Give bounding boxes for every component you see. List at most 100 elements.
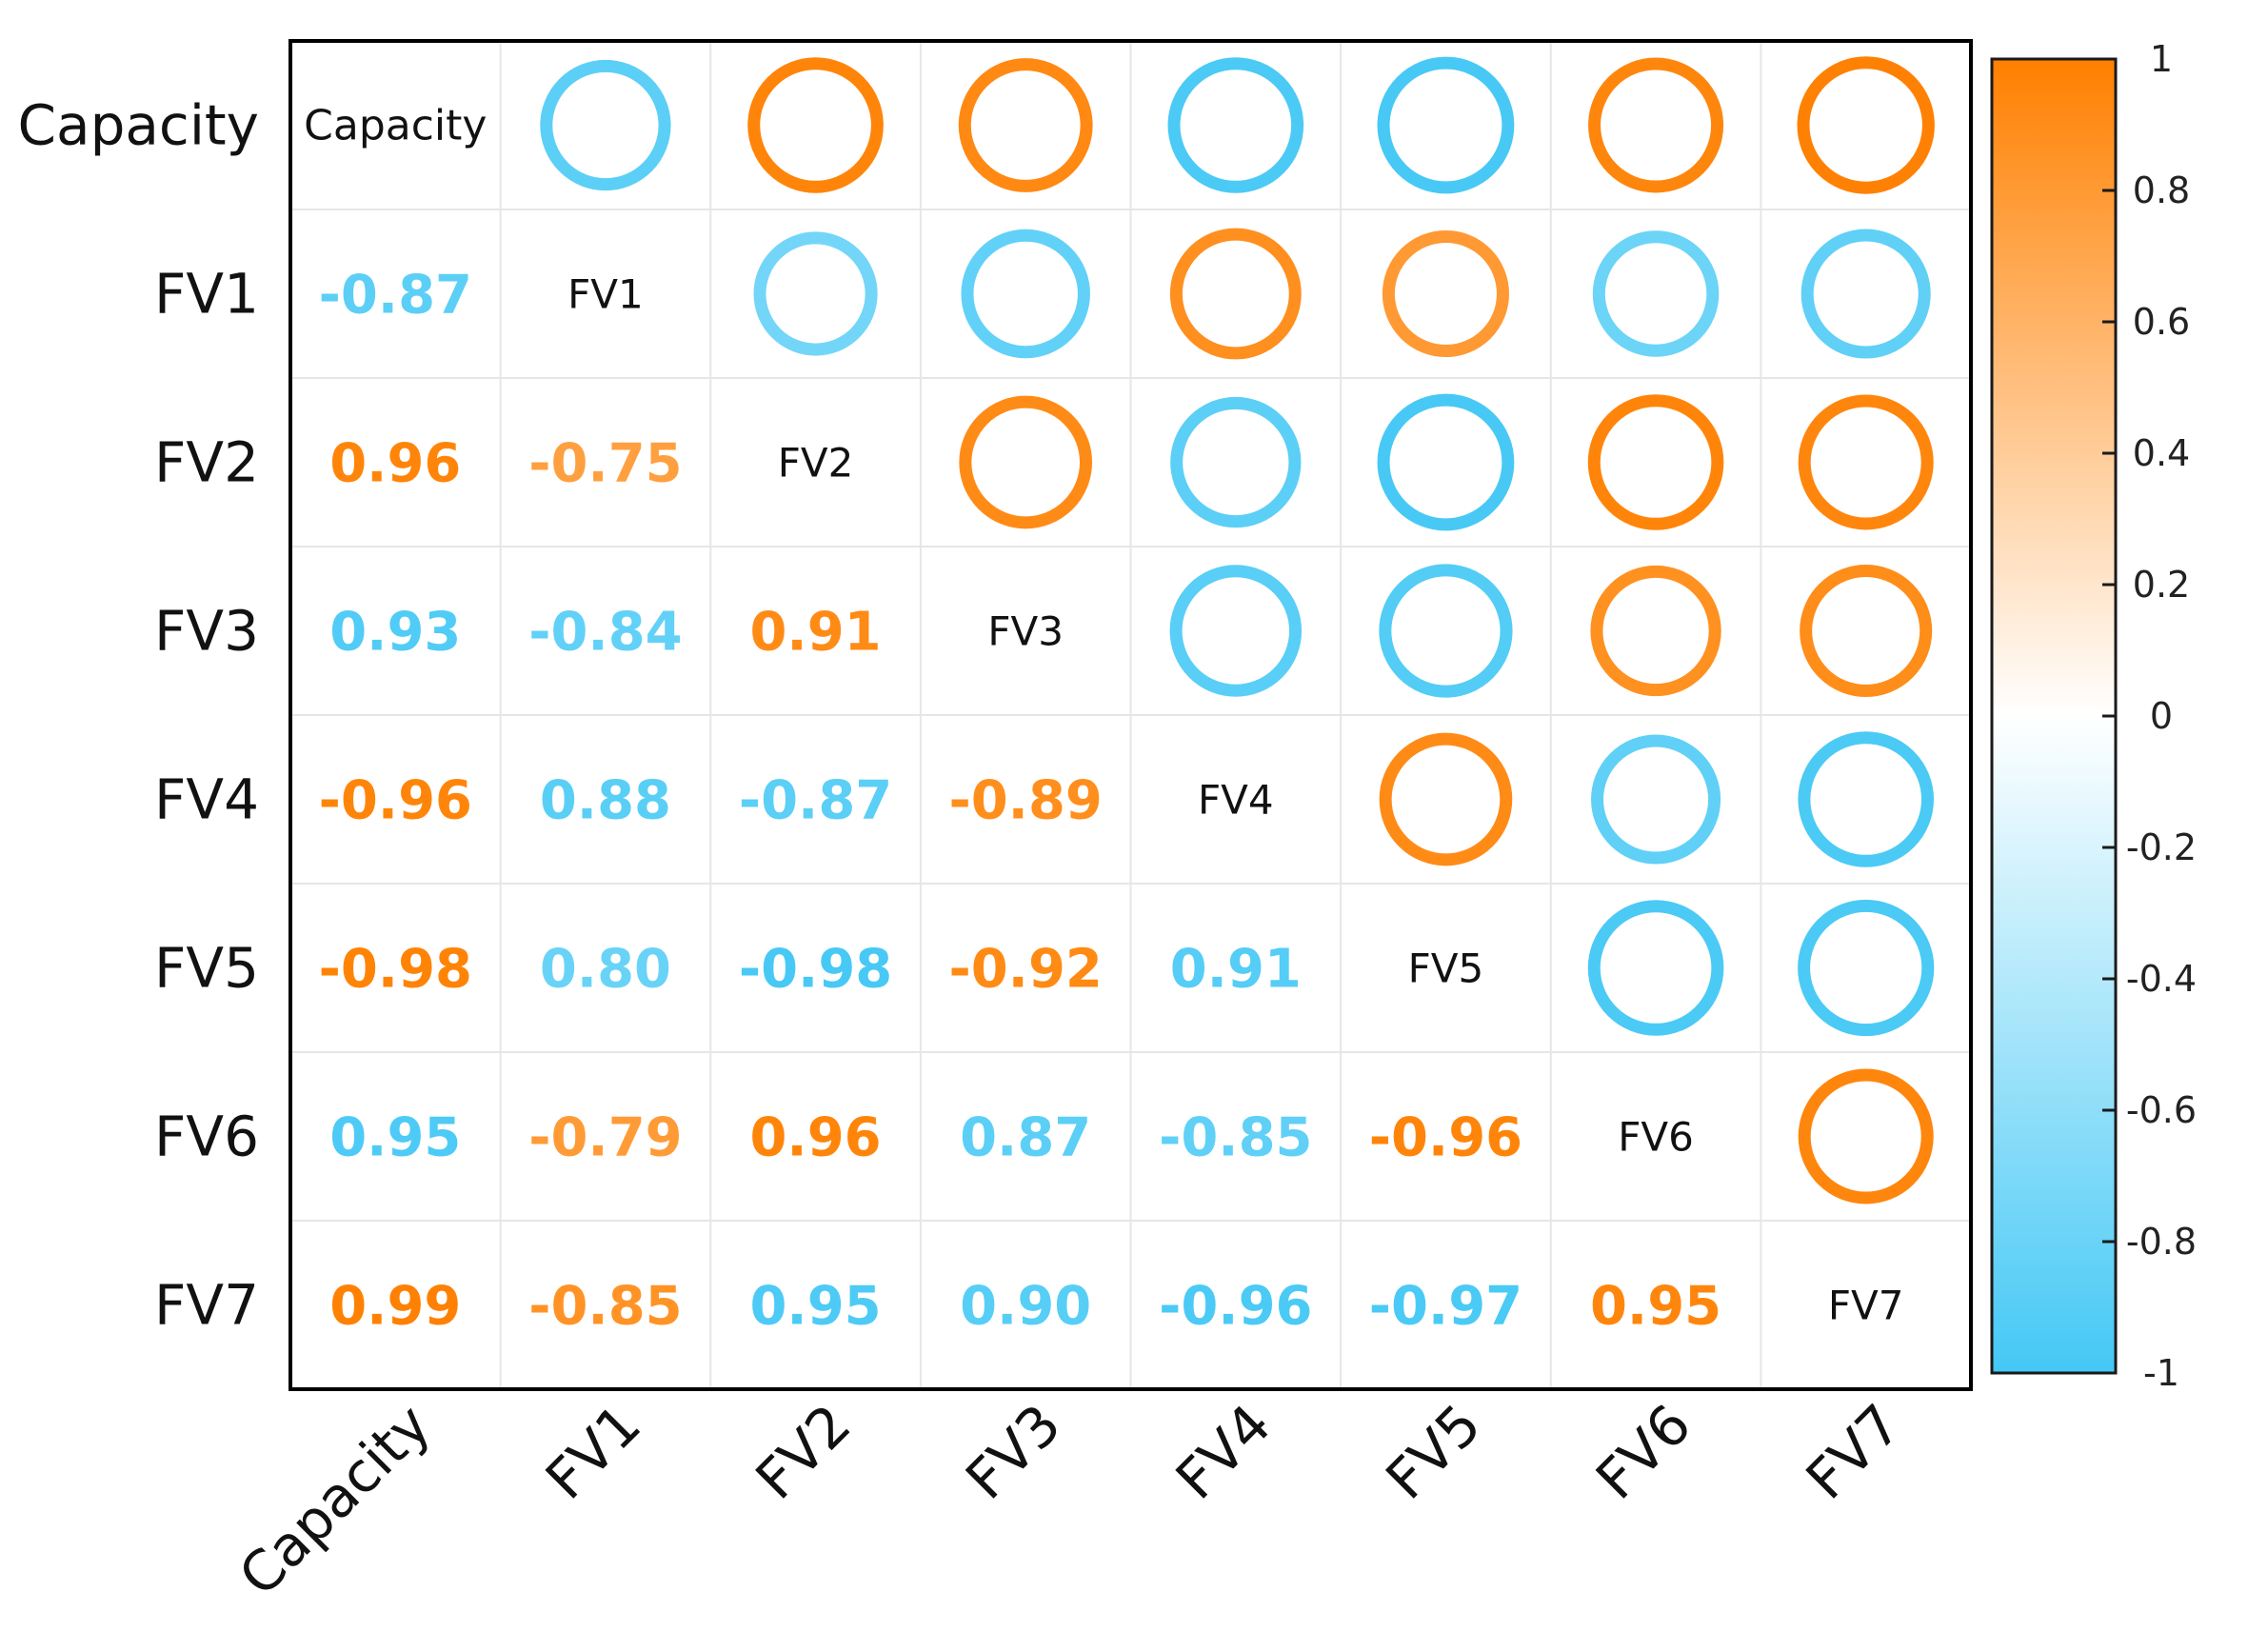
diagonal-label: FV5 — [1408, 945, 1484, 992]
diagonal-label: FV2 — [778, 440, 854, 487]
x-axis-labels: Capacity FV1 FV2 FV3 FV4 FV5 FV6 FV7 — [227, 1392, 1914, 1608]
colorbar-tick-label: -1 — [2143, 1352, 2179, 1394]
correlation-ring — [1592, 230, 1720, 357]
plot-frame — [288, 39, 1973, 1391]
correlation-value: 0.80 — [540, 939, 671, 1001]
correlation-value: 0.87 — [960, 1107, 1091, 1169]
correlation-ring — [1167, 57, 1304, 193]
correlation-value: 0.95 — [329, 1107, 461, 1169]
x-tick-label: FV3 — [953, 1392, 1073, 1512]
colorbar-tick-label: -0.4 — [2126, 958, 2197, 1000]
y-tick-label: FV3 — [154, 599, 259, 664]
correlation-ring — [958, 58, 1093, 192]
correlation-value: 0.95 — [749, 1276, 881, 1338]
correlation-ring — [1800, 564, 1933, 698]
diagonal-label: FV6 — [1618, 1114, 1694, 1161]
correlation-ring — [1170, 396, 1302, 528]
correlation-ring — [747, 57, 884, 193]
colorbar-tick-label: -0.6 — [2126, 1089, 2197, 1131]
colorbar-tick-label: 0.2 — [2133, 564, 2190, 606]
y-tick-label: FV6 — [154, 1105, 259, 1169]
correlation-value: -0.98 — [319, 939, 472, 1001]
x-tick-label: FV1 — [533, 1392, 653, 1512]
correlation-value: 0.95 — [1590, 1276, 1721, 1338]
correlation-ring — [1798, 394, 1934, 530]
colorbar-tick-label: 1 — [2150, 38, 2173, 80]
correlation-ring — [1591, 734, 1721, 865]
correlation-ring — [1588, 57, 1724, 193]
correlation-ring — [959, 395, 1093, 529]
correlation-ring — [1800, 229, 1931, 359]
correlation-ring — [1590, 565, 1721, 697]
correlation-ring — [961, 229, 1090, 359]
correlation-value: 0.88 — [540, 770, 671, 832]
correlation-value: -0.85 — [528, 1276, 682, 1338]
x-tick-label: FV2 — [744, 1392, 864, 1512]
correlation-value: -0.85 — [1159, 1107, 1312, 1169]
correlation-value: -0.87 — [319, 265, 472, 327]
correlation-value: -0.98 — [739, 939, 892, 1001]
colorbar-tick-label: 0 — [2150, 695, 2173, 737]
correlation-value: 0.93 — [329, 602, 461, 664]
y-tick-label: FV1 — [154, 262, 259, 327]
correlation-ring — [1379, 564, 1513, 698]
x-tick-label: FV5 — [1374, 1392, 1494, 1512]
diagonal-label: FV3 — [987, 608, 1064, 655]
colorbar-tick-label: 0.4 — [2133, 432, 2190, 474]
diagonal-label: FV7 — [1828, 1283, 1904, 1329]
colorbar-tick-label: 0.6 — [2133, 301, 2190, 343]
y-tick-label: Capacity — [18, 93, 259, 158]
y-tick-label: FV4 — [154, 767, 259, 832]
correlation-ring — [1379, 732, 1513, 866]
correlation-ring — [1798, 1068, 1934, 1204]
correlation-value: 0.96 — [329, 433, 461, 495]
correlation-value: 0.91 — [1170, 939, 1302, 1001]
correlation-value: 0.91 — [749, 602, 881, 664]
matrix-cells: Capacity -0.87 FV1 0.96 -0.75 FV2 0.93 -0.84 0.9… — [304, 56, 1935, 1338]
correlation-ring — [753, 231, 878, 356]
y-axis-labels: Capacity FV1 FV2 FV3 FV4 FV5 FV6 FV7 — [18, 93, 259, 1338]
correlation-value: -0.84 — [528, 602, 682, 664]
correlation-ring — [1587, 394, 1724, 530]
colorbar-gradient — [1990, 57, 2118, 1375]
y-tick-label: FV2 — [154, 430, 259, 495]
correlation-ring — [1169, 228, 1302, 360]
y-tick-label: FV5 — [154, 936, 259, 1001]
correlation-value: -0.96 — [1369, 1107, 1522, 1169]
diagonal-label: FV1 — [567, 271, 644, 318]
correlation-ring — [1587, 900, 1724, 1036]
correlation-ring — [1377, 393, 1515, 531]
correlation-value: -0.87 — [739, 770, 892, 832]
grid-lines — [290, 41, 1971, 1389]
correlation-ring — [1377, 56, 1515, 194]
correlation-value: -0.92 — [948, 939, 1102, 1001]
correlation-value: -0.79 — [528, 1107, 682, 1169]
x-tick-label: FV4 — [1164, 1392, 1283, 1512]
correlation-ring — [1382, 229, 1509, 358]
colorbar: 1 0.8 0.6 0.4 0.2 0 -0.2 -0.4 -0.6 -0.8 -1 — [1990, 38, 2197, 1394]
x-tick-label: Capacity — [227, 1392, 443, 1608]
correlation-value: -0.75 — [528, 433, 682, 495]
x-tick-label: FV7 — [1794, 1392, 1914, 1512]
diagonal-label: FV4 — [1198, 777, 1274, 824]
correlation-value: -0.96 — [1159, 1276, 1312, 1338]
x-tick-label: FV6 — [1583, 1392, 1703, 1512]
y-tick-label: FV7 — [154, 1273, 259, 1338]
correlation-value: 0.90 — [960, 1276, 1091, 1338]
correlation-ring — [1798, 899, 1935, 1037]
correlation-ring — [540, 59, 671, 191]
correlation-value: -0.96 — [319, 770, 472, 832]
colorbar-ticks: 1 0.8 0.6 0.4 0.2 0 -0.2 -0.4 -0.6 -0.8 -1 — [2102, 38, 2197, 1394]
colorbar-tick-label: -0.8 — [2126, 1221, 2197, 1263]
diagonal-label: Capacity — [304, 102, 487, 150]
colorbar-tick-label: -0.2 — [2126, 826, 2197, 868]
correlation-value: -0.97 — [1369, 1276, 1522, 1338]
correlation-ring — [1797, 56, 1935, 194]
colorbar-tick-label: 0.8 — [2133, 169, 2190, 211]
correlation-value: -0.89 — [948, 770, 1102, 832]
correlation-ring — [1798, 731, 1934, 867]
correlation-value: 0.96 — [749, 1107, 881, 1169]
correlation-value: 0.99 — [329, 1276, 461, 1338]
correlation-ring — [1169, 565, 1303, 697]
